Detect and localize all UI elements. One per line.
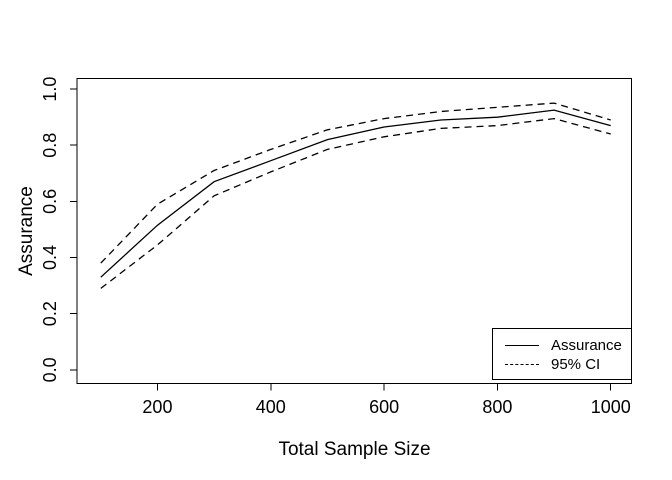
x-axis-tick-label: 400 — [256, 397, 286, 417]
x-axis-title: Total Sample Size — [278, 439, 431, 460]
y-axis-tick-label: 0.6 — [40, 189, 60, 214]
plot-border — [76, 78, 633, 384]
legend-label-ci: 95% CI — [551, 356, 601, 373]
x-axis-tick-label: 1000 — [591, 397, 631, 417]
ci-lower-line — [100, 117, 611, 289]
assurance-line — [100, 109, 611, 278]
legend-row-ci: 95% CI — [493, 355, 631, 374]
solid-line-sample-icon — [505, 345, 539, 346]
y-axis-tick-label: 0.4 — [40, 245, 60, 270]
x-axis-tick-label: 800 — [482, 397, 512, 417]
dashed-line-sample-icon — [505, 364, 539, 365]
legend-row-assurance: Assurance — [493, 336, 631, 355]
x-axis-tick-label: 600 — [369, 397, 399, 417]
legend: Assurance 95% CI — [492, 328, 632, 380]
ci-upper-line — [100, 102, 611, 264]
y-axis-tick-label: 0.2 — [40, 301, 60, 326]
y-axis-tick-label: 1.0 — [40, 77, 60, 102]
x-axis-tick-label: 200 — [142, 397, 172, 417]
y-axis-tick-label: 0.0 — [40, 357, 60, 382]
y-axis-tick-label: 0.8 — [40, 133, 60, 158]
y-axis-title: Assurance — [16, 186, 37, 276]
legend-label-assurance: Assurance — [551, 337, 622, 354]
